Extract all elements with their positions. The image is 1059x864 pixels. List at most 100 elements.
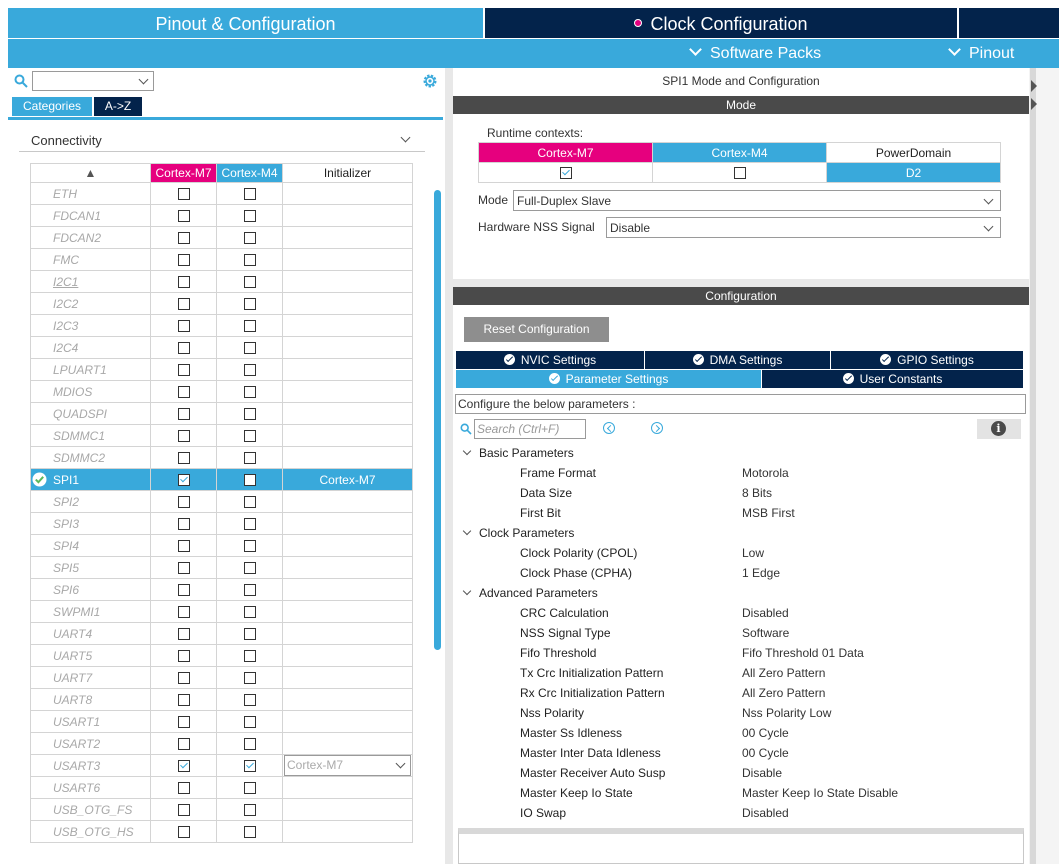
peripheral-name[interactable]: SPI1 xyxy=(30,468,151,491)
peripheral-name[interactable]: SPI5 xyxy=(30,556,151,579)
right-scrollbar[interactable] xyxy=(1030,68,1036,864)
cortex-m7-checkbox[interactable] xyxy=(177,804,190,817)
cortex-m7-checkbox[interactable] xyxy=(177,232,190,245)
peripheral-name[interactable]: I2C2 xyxy=(30,292,151,315)
initializer-cell[interactable] xyxy=(282,688,413,711)
peripheral-name[interactable]: SWPMI1 xyxy=(30,600,151,623)
parameter-value[interactable]: Motorola xyxy=(742,466,789,480)
peripheral-row[interactable]: I2C2 xyxy=(30,292,413,315)
parameter-name[interactable]: Master Keep Io State xyxy=(520,786,633,800)
initializer-cell[interactable] xyxy=(282,182,413,205)
connectivity-group-header[interactable]: Connectivity xyxy=(19,128,425,152)
cortex-m7-checkbox[interactable] xyxy=(177,540,190,553)
parameter-name[interactable]: Rx Crc Initialization Pattern xyxy=(520,686,665,700)
parameter-name[interactable]: Tx Crc Initialization Pattern xyxy=(520,666,664,680)
tab-dma-settings[interactable]: DMA Settings xyxy=(645,351,830,369)
parameter-value[interactable]: MSB First xyxy=(742,506,795,520)
peripheral-name[interactable]: SPI6 xyxy=(30,578,151,601)
cortex-m7-checkbox[interactable] xyxy=(177,694,190,707)
expand-arrow-icon[interactable] xyxy=(1031,80,1037,92)
parameter-value[interactable]: Disable xyxy=(742,766,783,780)
tab-gpio-settings[interactable]: GPIO Settings xyxy=(831,351,1023,369)
panel-splitter[interactable] xyxy=(445,68,453,864)
parameter-value[interactable]: 00 Cycle xyxy=(742,726,789,740)
initializer-cell[interactable] xyxy=(282,248,413,271)
mode-select[interactable]: Full-Duplex Slave xyxy=(513,190,1001,211)
cortex-m7-checkbox[interactable] xyxy=(177,650,190,663)
parameter-name[interactable]: Master Receiver Auto Susp xyxy=(520,766,666,780)
cortex-m4-checkbox[interactable] xyxy=(243,738,256,751)
peripheral-row[interactable]: FMC xyxy=(30,248,413,271)
parameter-value[interactable]: Nss Polarity Low xyxy=(742,706,832,720)
peripheral-row[interactable]: UART8 xyxy=(30,688,413,711)
parameter-group-header[interactable]: Basic Parameters xyxy=(462,446,574,460)
cortex-m7-checkbox[interactable] xyxy=(177,474,190,487)
peripheral-row[interactable]: ETH xyxy=(30,182,413,205)
peripheral-name[interactable]: MDIOS xyxy=(30,380,151,403)
peripheral-row[interactable]: SPI2 xyxy=(30,490,413,513)
initializer-cell[interactable] xyxy=(282,314,413,337)
cortex-m7-checkbox[interactable] xyxy=(177,518,190,531)
peripheral-row[interactable]: SPI1 Cortex-M7 xyxy=(30,468,413,491)
peripheral-name[interactable]: UART5 xyxy=(30,644,151,667)
parameter-name[interactable]: First Bit xyxy=(520,506,561,520)
reset-configuration-button[interactable]: Reset Configuration xyxy=(464,317,609,342)
cortex-m4-checkbox[interactable] xyxy=(243,716,256,729)
initializer-cell[interactable] xyxy=(282,798,413,821)
peripheral-name[interactable]: USART1 xyxy=(30,710,151,733)
gear-icon[interactable] xyxy=(421,72,439,90)
peripheral-name[interactable]: SDMMC2 xyxy=(30,446,151,469)
cortex-m7-checkbox[interactable] xyxy=(177,298,190,311)
parameter-name[interactable]: Nss Polarity xyxy=(520,706,585,720)
cortex-m4-checkbox[interactable] xyxy=(243,782,256,795)
cortex-m7-checkbox[interactable] xyxy=(177,738,190,751)
parameter-value[interactable]: Master Keep Io State Disable xyxy=(742,786,899,800)
parameter-name[interactable]: IO Swap xyxy=(520,806,567,820)
initializer-cell[interactable] xyxy=(282,776,413,799)
peripheral-row[interactable]: UART7 xyxy=(30,666,413,689)
cortex-m4-checkbox[interactable] xyxy=(243,232,256,245)
cortex-m4-checkbox[interactable] xyxy=(243,452,256,465)
parameter-search-input[interactable]: Search (Ctrl+F) xyxy=(474,419,586,439)
cortex-m4-checkbox[interactable] xyxy=(243,584,256,597)
peripheral-name[interactable]: SPI3 xyxy=(30,512,151,535)
initializer-cell[interactable] xyxy=(282,622,413,645)
peripheral-row[interactable]: FDCAN2 xyxy=(30,226,413,249)
peripheral-row[interactable]: MDIOS xyxy=(30,380,413,403)
parameter-value[interactable]: 1 Edge xyxy=(742,566,781,580)
cortex-m7-checkbox[interactable] xyxy=(177,562,190,575)
initializer-cell[interactable] xyxy=(282,270,413,293)
initializer-cell[interactable]: Cortex-M7 xyxy=(282,754,413,777)
initializer-cell[interactable] xyxy=(282,358,413,381)
parameter-name[interactable]: Clock Polarity (CPOL) xyxy=(520,546,638,560)
cortex-m4-checkbox[interactable] xyxy=(243,518,256,531)
parameter-name[interactable]: NSS Signal Type xyxy=(520,626,611,640)
cortex-m4-checkbox[interactable] xyxy=(243,474,256,487)
cortex-m4-checkbox[interactable] xyxy=(243,320,256,333)
initializer-select[interactable]: Cortex-M7 xyxy=(284,755,411,776)
runtime-m7-checkbox[interactable] xyxy=(559,167,572,180)
peripheral-row[interactable]: SPI4 xyxy=(30,534,413,557)
parameter-name[interactable]: Fifo Threshold xyxy=(520,646,597,660)
cortex-m4-checkbox[interactable] xyxy=(243,298,256,311)
initializer-cell[interactable] xyxy=(282,666,413,689)
cortex-m7-checkbox[interactable] xyxy=(177,364,190,377)
cortex-m7-checkbox[interactable] xyxy=(177,386,190,399)
cortex-m7-checkbox[interactable] xyxy=(177,430,190,443)
sort-column-header[interactable]: ▲ xyxy=(30,163,151,183)
peripheral-row[interactable]: I2C3 xyxy=(30,314,413,337)
cortex-m4-checkbox[interactable] xyxy=(243,562,256,575)
peripheral-name[interactable]: FDCAN1 xyxy=(30,204,151,227)
tab-pinout-configuration[interactable]: Pinout & Configuration xyxy=(8,8,483,38)
peripheral-row[interactable]: USB_OTG_FS xyxy=(30,798,413,821)
categories-button[interactable]: Categories xyxy=(12,97,92,116)
peripheral-row[interactable]: SPI3 xyxy=(30,512,413,535)
peripheral-row[interactable]: USART2 xyxy=(30,732,413,755)
cortex-m7-checkbox[interactable] xyxy=(177,826,190,839)
next-match-icon[interactable] xyxy=(651,422,663,434)
initializer-cell[interactable]: Cortex-M7 xyxy=(282,468,413,491)
section-splitter[interactable] xyxy=(453,279,1029,287)
cortex-m4-checkbox[interactable] xyxy=(243,606,256,619)
tab-clock-configuration[interactable]: Clock Configuration xyxy=(485,8,957,38)
cortex-m4-checkbox[interactable] xyxy=(243,210,256,223)
